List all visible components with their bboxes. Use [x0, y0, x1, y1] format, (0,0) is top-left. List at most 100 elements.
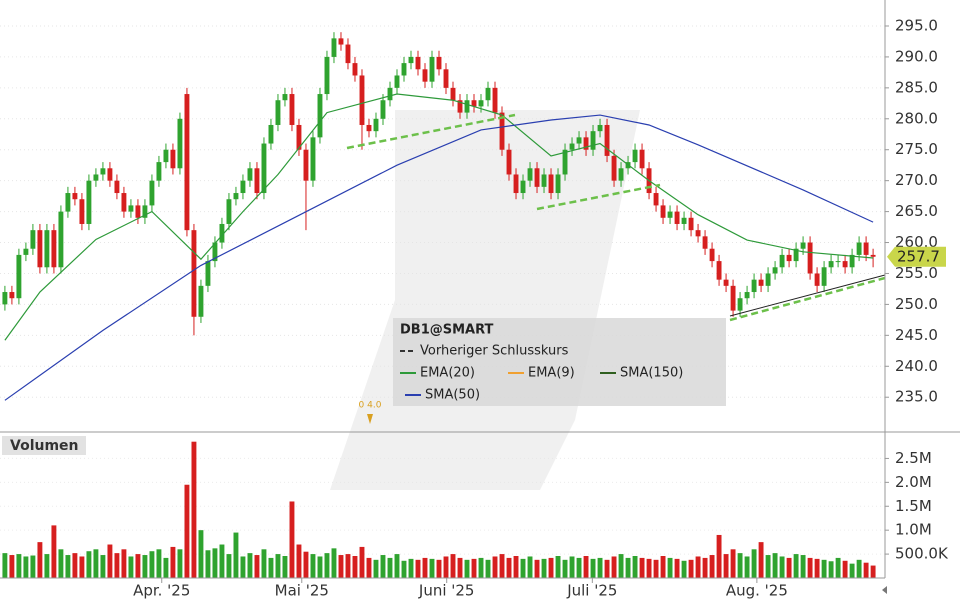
volume-bar: [163, 557, 169, 578]
candle-body: [254, 168, 260, 194]
candle-body: [289, 94, 295, 125]
candle-body: [464, 100, 470, 113]
volume-bar: [499, 554, 505, 578]
candle-body: [674, 211, 680, 224]
volume-bar: [702, 557, 708, 578]
x-tick-label: Juli '25: [566, 582, 617, 600]
volume-bar: [86, 551, 92, 578]
candle-body: [730, 285, 736, 311]
volume-bar: [261, 549, 267, 578]
volume-bar: [625, 557, 631, 578]
volume-bar: [485, 559, 491, 578]
volume-bar: [443, 556, 449, 578]
volume-bar: [674, 558, 680, 578]
volume-bar: [191, 441, 197, 578]
marks-layer: [2, 25, 889, 583]
candle-body: [597, 124, 603, 132]
candle-body: [331, 38, 337, 57]
volume-bar: [478, 557, 484, 578]
y-tick-label: 1.5M: [895, 497, 932, 515]
volume-bar: [506, 557, 512, 578]
candle-body: [170, 149, 176, 169]
legend-title: DB1@SMART: [400, 323, 494, 338]
candle-body: [30, 230, 36, 249]
volume-bar: [632, 556, 638, 578]
volume-bar: [856, 559, 862, 578]
candle-body: [814, 273, 820, 286]
y-tick-label: 260.0: [895, 233, 938, 251]
volume-bar: [541, 558, 547, 578]
candle-body: [653, 193, 659, 206]
candle-body: [149, 180, 155, 206]
candle-body: [618, 168, 624, 181]
volume-bar: [338, 555, 344, 578]
volume-bar: [240, 556, 246, 578]
candle-body: [534, 168, 540, 187]
volume-bar: [562, 559, 568, 578]
volume-bar: [786, 557, 792, 578]
candle-body: [548, 174, 554, 194]
volume-bar: [324, 553, 330, 578]
candle-body: [128, 205, 134, 212]
volume-bar: [842, 560, 848, 578]
volume-bar: [590, 558, 596, 578]
candle-body: [632, 149, 638, 163]
volume-bar: [800, 555, 806, 578]
volume-bar: [597, 557, 603, 578]
candle-body: [415, 56, 421, 70]
volume-bar: [408, 558, 414, 578]
candle-body: [275, 100, 281, 125]
legend-label: EMA(9): [528, 366, 575, 381]
candle-body: [338, 38, 344, 45]
volume-bar: [345, 554, 351, 578]
volume-bar: [58, 549, 64, 578]
candle-body: [436, 56, 442, 70]
candle-body: [471, 100, 477, 107]
volume-bar: [121, 549, 127, 578]
candle-body: [198, 285, 204, 317]
volume-bar: [849, 563, 855, 578]
volume-bar: [436, 559, 442, 578]
candle-body: [205, 261, 211, 286]
volume-bar: [513, 556, 519, 578]
volume-bar: [30, 555, 36, 578]
candle-body: [51, 230, 57, 268]
scroll-arrow[interactable]: [882, 586, 887, 594]
volume-bar: [716, 534, 722, 578]
candle-body: [359, 75, 365, 125]
y-tick-label: 235.0: [895, 388, 938, 406]
candle-body: [758, 279, 764, 286]
candle-body: [114, 180, 120, 194]
candle-body: [478, 100, 484, 107]
candle-body: [492, 87, 498, 113]
candle-body: [16, 254, 22, 299]
candle-body: [9, 292, 15, 299]
volume-bar: [205, 550, 211, 578]
candle-body: [870, 254, 876, 257]
volume-bar: [212, 548, 218, 578]
candle-body: [366, 124, 372, 132]
volume-bar: [198, 530, 204, 578]
candle-body: [716, 261, 722, 280]
y-tick-label: 265.0: [895, 202, 938, 220]
candle-body: [450, 87, 456, 101]
candle-body: [352, 63, 358, 76]
volume-bar: [65, 555, 71, 578]
volume-bar: [2, 553, 8, 578]
volume-bar: [317, 556, 323, 578]
volume-bar: [394, 554, 400, 578]
volume-bar: [520, 558, 526, 578]
candle-body: [499, 112, 505, 150]
candle-body: [247, 168, 253, 181]
candle-body: [156, 162, 162, 181]
candle-body: [163, 149, 169, 163]
volume-bar: [730, 549, 736, 578]
y-tick-label: 2.5M: [895, 449, 932, 467]
volume-bar: [667, 557, 673, 578]
candle-body: [569, 143, 575, 150]
candle-body: [380, 100, 386, 119]
candle-body: [744, 292, 750, 299]
candle-body: [443, 69, 449, 88]
volume-bar: [576, 557, 582, 578]
